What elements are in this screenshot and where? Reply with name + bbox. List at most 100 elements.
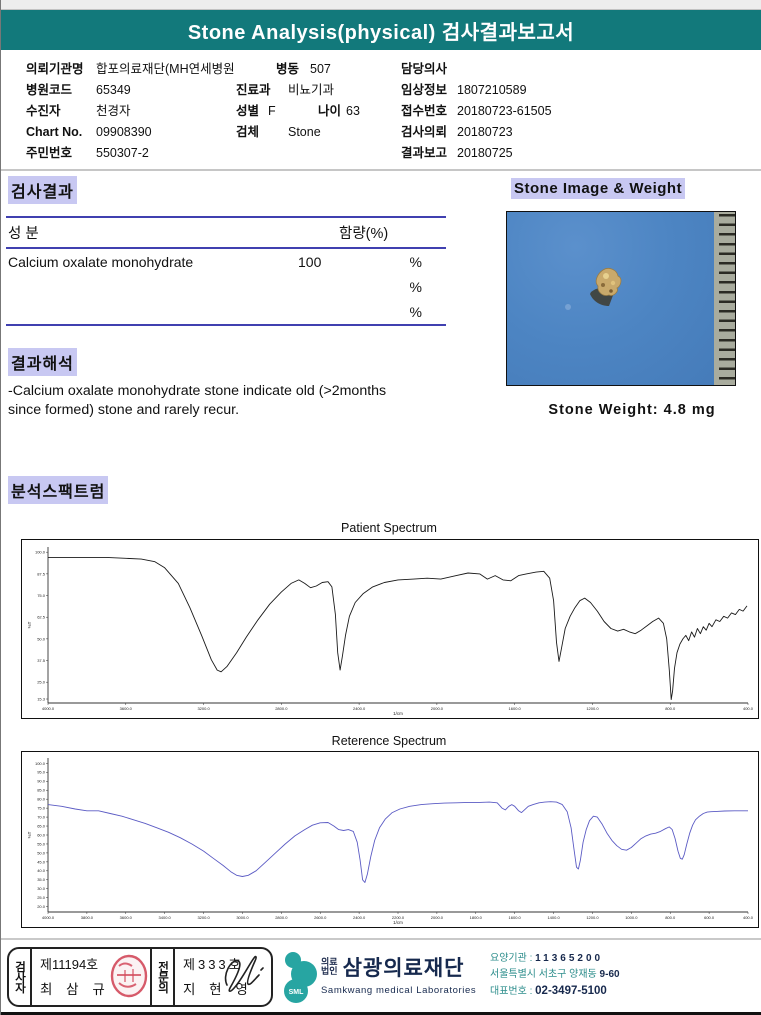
dept-label: 진료과	[236, 83, 271, 97]
svg-text:1/cm: 1/cm	[393, 711, 403, 716]
patient-name: 천경자	[96, 104, 131, 118]
svg-text:2400.0: 2400.0	[353, 706, 366, 711]
svg-text:3000.0: 3000.0	[236, 915, 249, 920]
component-column-header: 성 분	[8, 226, 39, 242]
svg-text:85.0: 85.0	[37, 788, 46, 793]
age-label: 나이	[318, 104, 342, 118]
examiner-cell: 제11194호 최 삼 규	[32, 949, 152, 1005]
svg-text:62.5: 62.5	[37, 615, 46, 620]
svg-text:3200.0: 3200.0	[197, 706, 210, 711]
reference-spectrum-box: 100.0 95.0 90.0 85.0 80.0 75.0 70.0 65.0 60.0 55.…	[21, 751, 759, 928]
organization-contact-block: 요양기관 : 11365200 서울특별시 서초구 양재동 9-60 대표번호 …	[490, 951, 620, 1000]
svg-text:75.0: 75.0	[37, 806, 46, 811]
stone-weight-label: Stone Weight: 4.8 mg	[548, 402, 716, 418]
content-cell: 100	[298, 253, 322, 270]
svg-text:1/cm: 1/cm	[393, 920, 403, 925]
svg-text:37.5: 37.5	[37, 658, 46, 663]
window-top-strip	[1, 0, 761, 10]
receipt-value: 20180723-61505	[457, 104, 552, 118]
request-value: 20180723	[457, 125, 513, 139]
svg-text:4000.0: 4000.0	[42, 706, 55, 711]
svg-text:1200.0: 1200.0	[586, 915, 599, 920]
content-column-header: 함량(%)	[339, 226, 389, 242]
interpretation-section: 결과해석 -Calcium oxalate monohydrate stone …	[8, 348, 487, 420]
interpretation-section-title: 결과해석	[8, 348, 77, 376]
org-name-korean: 삼광의료재단	[342, 957, 465, 980]
svg-text:95.0: 95.0	[37, 770, 46, 775]
svg-text:800.0: 800.0	[665, 706, 676, 711]
patient-info-section: 의뢰기관명 합포의료재단(MH연세병원 병동 507 담당의사 병원코드 65349 진료…	[1, 50, 761, 163]
org-label: 의뢰기관명	[26, 62, 84, 76]
photo-speck	[565, 304, 571, 310]
spectrum-section: 분석스팩트럼	[8, 476, 109, 504]
handwritten-signature	[224, 955, 264, 993]
interpretation-line: since formed) stone and rarely recur.	[8, 402, 240, 418]
resident-label: 주민번호	[26, 146, 73, 160]
examiner-role-label: 검사자	[9, 949, 32, 1005]
table-row: Calcium oxalate monohydrate 100 %	[6, 249, 446, 274]
sex-label: 성별	[236, 104, 260, 118]
svg-text:3600.0: 3600.0	[120, 915, 133, 920]
ward-value: 507	[310, 62, 331, 76]
svg-text:%T: %T	[27, 621, 32, 628]
svg-text:1600.0: 1600.0	[509, 915, 522, 920]
ruler-strip	[714, 212, 735, 385]
svg-text:400.0: 400.0	[743, 915, 754, 920]
svg-text:800.0: 800.0	[665, 915, 676, 920]
specialist-cert-no: 제333호	[183, 957, 244, 972]
examiner-cert-no: 제11194호	[40, 957, 99, 972]
report-date-label: 결과보고	[401, 146, 448, 160]
svg-text:30.0: 30.0	[37, 886, 46, 891]
svg-text:60.0: 60.0	[37, 832, 46, 837]
reference-spectrum-title: Reterence Spectrum	[331, 734, 447, 748]
svg-text:2800.0: 2800.0	[275, 915, 288, 920]
svg-text:80.0: 80.0	[37, 797, 46, 802]
info-row: 의뢰기관명 합포의료재단(MH연세병원 병동 507 담당의사	[26, 58, 761, 79]
svg-text:3600.0: 3600.0	[120, 706, 133, 711]
specimen-label: 검체	[236, 125, 260, 139]
table-row: %	[6, 299, 446, 324]
svg-text:90.0: 90.0	[37, 779, 46, 784]
specimen-value: Stone	[288, 125, 321, 139]
svg-text:45.0: 45.0	[37, 859, 46, 864]
report-title: Stone Analysis(physical) 검사결과보고서	[187, 21, 575, 44]
org-address-number: 9-60	[599, 969, 620, 980]
unit-cell: %	[409, 303, 422, 320]
stone-image-column: Stone Image & Weight Stone Weight: 4.8 m…	[506, 178, 758, 418]
ruler-ticks	[719, 214, 735, 385]
org-type-line: 법인	[321, 966, 338, 976]
hospital-code-label: 병원코드	[26, 83, 73, 97]
phone-label: 대표번호	[490, 986, 527, 997]
specialist-role-label: 전문의	[152, 949, 175, 1005]
ward-label: 병동	[276, 62, 300, 76]
svg-text:100.0: 100.0	[35, 550, 46, 555]
age-value: 63	[346, 104, 360, 118]
resident-value: 550307-2	[96, 146, 149, 160]
svg-text:25.0: 25.0	[37, 895, 46, 900]
clinical-value: 1807210589	[457, 83, 527, 97]
svg-text:25.0: 25.0	[37, 680, 46, 685]
svg-text:4000.0: 4000.0	[42, 915, 55, 920]
svg-text:50.0: 50.0	[37, 850, 46, 855]
stone-photo	[506, 211, 736, 386]
sml-logo-text: SML	[289, 989, 305, 996]
svg-text:35.0: 35.0	[37, 877, 46, 882]
org-name-english: Samkwang medical Laboratories	[321, 985, 477, 996]
svg-text:87.5: 87.5	[37, 571, 46, 576]
interpretation-text: -Calcium oxalate monohydrate stone indic…	[8, 382, 486, 420]
chart-no-value: 09908390	[96, 125, 152, 139]
request-label: 검사의뢰	[401, 125, 448, 139]
org-type-line: 의료	[321, 956, 338, 967]
clinical-label: 임상정보	[401, 83, 448, 97]
svg-text:100.0: 100.0	[35, 761, 46, 766]
sex-value: F	[268, 104, 276, 118]
stone-section-title: Stone Image & Weight	[511, 178, 686, 199]
receipt-label: 접수번호	[401, 104, 448, 118]
svg-text:75.0: 75.0	[37, 593, 46, 598]
svg-text:1000.0: 1000.0	[625, 915, 638, 920]
footer-divider	[1, 938, 761, 940]
doctor-label: 담당의사	[401, 62, 448, 76]
svg-text:3400.0: 3400.0	[159, 915, 172, 920]
interpretation-line: -Calcium oxalate monohydrate stone indic…	[8, 383, 387, 399]
